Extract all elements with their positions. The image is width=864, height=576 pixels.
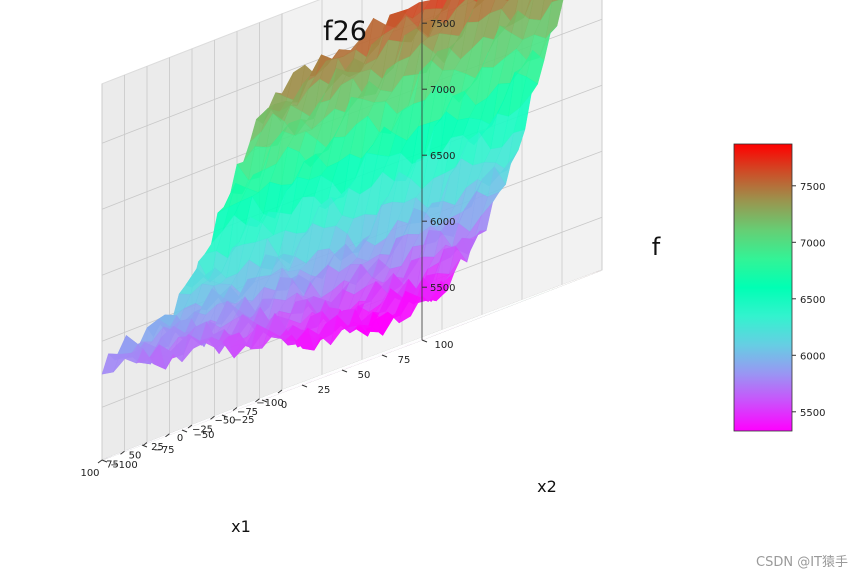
x-tick-mark (120, 450, 125, 455)
x-tick-mark (187, 424, 193, 429)
x-tick-mark (232, 407, 238, 411)
x-tick-mark (277, 389, 283, 394)
x-tick-mark (142, 442, 148, 446)
colorbar-tick-label: 5500 (800, 408, 825, 419)
y-tick-mark (421, 339, 428, 343)
y-tick-mark (141, 444, 148, 448)
y-tick-mark (301, 384, 308, 388)
y-tick-label: 100 (434, 340, 453, 351)
y-tick-label: −25 (233, 415, 254, 426)
y-tick-label: 0 (281, 400, 287, 411)
z-tick-label: 5500 (430, 283, 455, 294)
y-tick-mark (101, 459, 108, 463)
colorbar-tick-label: 6500 (800, 295, 825, 306)
y-tick-label: −75 (153, 445, 174, 456)
z-tick-label: 6500 (430, 151, 455, 162)
y-tick-label: 75 (398, 355, 411, 366)
chart-title: f26 (323, 16, 367, 47)
colorbar-bar (733, 143, 793, 432)
z-tick-label: 6000 (430, 217, 455, 228)
y-tick-mark (181, 429, 188, 433)
z-tick-label: 7000 (430, 85, 455, 96)
x-tick-label: 25 (151, 442, 164, 453)
x-tick-mark (97, 459, 103, 464)
y-tick-label: −100 (110, 460, 137, 471)
x-tick-label: −50 (214, 416, 235, 427)
x-tick-mark (255, 398, 260, 403)
x-tick-label: 100 (80, 468, 99, 479)
x-axis-label: x1 (231, 517, 251, 536)
contour-floor (101, 269, 603, 461)
y-tick-label: 25 (318, 385, 331, 396)
colorbar-tick-label: 6000 (800, 351, 825, 362)
x-tick-label: −25 (192, 424, 213, 435)
surface-mesh (101, 0, 564, 375)
y-tick-mark (261, 399, 268, 403)
x-tick-mark (165, 433, 170, 438)
x-tick-label: 50 (129, 451, 142, 462)
z-axis-label: f (652, 233, 661, 261)
x-tick-mark (210, 415, 215, 420)
y-tick-mark (341, 369, 348, 373)
x-tick-label: 0 (177, 433, 183, 444)
x-tick-label: −100 (256, 398, 283, 409)
colorbar-tick-label: 7000 (800, 238, 825, 249)
z-tick-label: 7500 (430, 19, 455, 30)
surface-patch (101, 353, 121, 375)
gridline (101, 72, 283, 144)
x-tick-label: 75 (106, 459, 119, 470)
colorbar: 5500 6000 6500 7000 7500 (733, 143, 825, 432)
x-tick-label: −75 (237, 407, 258, 418)
watermark: CSDN @IT猿手 (756, 555, 848, 570)
axes-ticks: −100−75−50−250255075100−100−75−50−250255… (80, 0, 455, 479)
y-tick-mark (221, 414, 228, 418)
y-tick-label: −50 (193, 430, 214, 441)
y-axis-label: x2 (537, 477, 557, 496)
y-tick-mark (381, 354, 388, 358)
colorbar-tick-label: 7500 (800, 182, 825, 193)
y-tick-label: 50 (358, 370, 371, 381)
